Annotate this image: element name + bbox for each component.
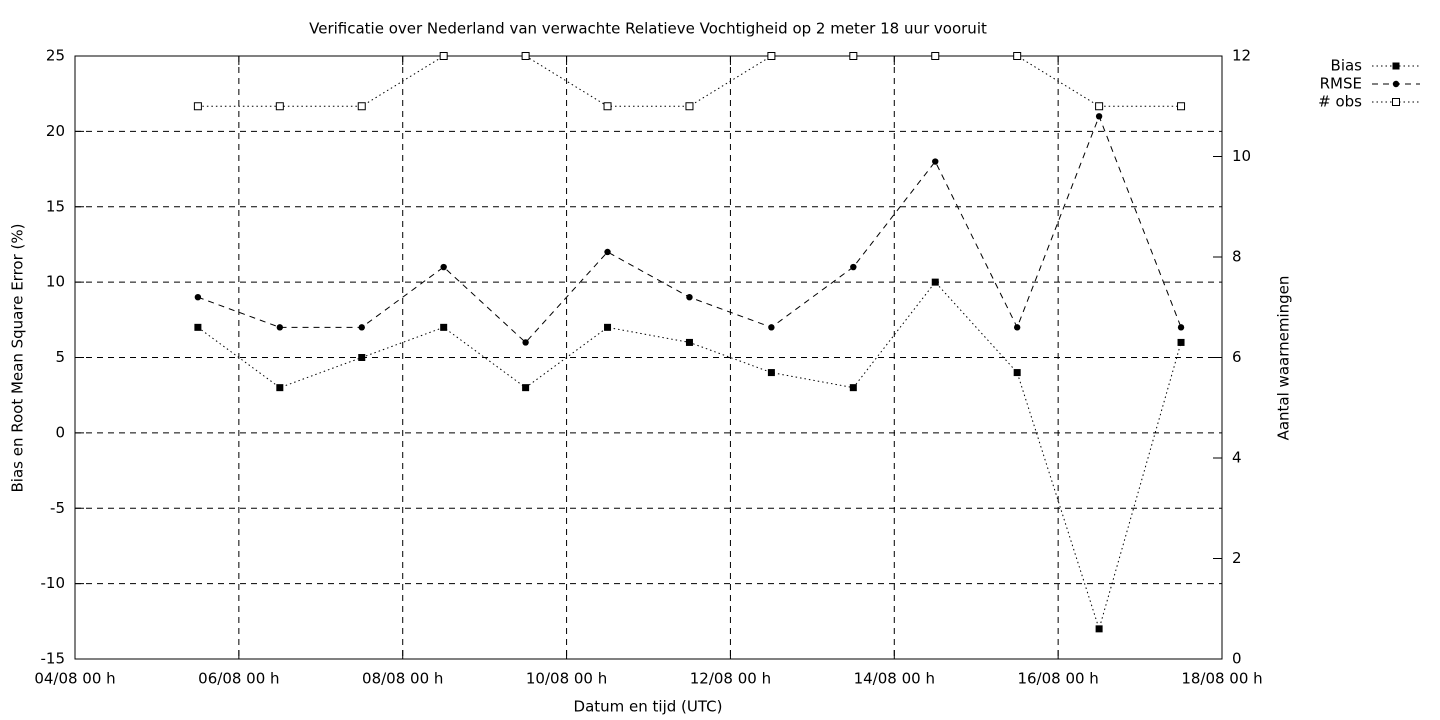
y2-tick-label: 12	[1232, 47, 1251, 65]
point	[767, 52, 776, 60]
legend-marker	[1392, 80, 1400, 88]
point	[276, 324, 284, 331]
y-tick-label: 10	[46, 273, 65, 291]
x-axis-label: Datum en tijd (UTC)	[574, 698, 723, 716]
point	[358, 324, 365, 331]
y2-tick-label: 10	[1232, 147, 1251, 165]
series-line	[197, 114, 1182, 344]
y-tick-label: 25	[46, 47, 65, 65]
legend-marker	[1392, 98, 1400, 106]
point	[1177, 338, 1185, 346]
point	[522, 384, 530, 392]
point	[768, 324, 775, 331]
y-tick-label: 15	[46, 197, 65, 215]
x-tick-label: 18/08 00 h	[1181, 670, 1262, 688]
y-tick-label: -5	[50, 499, 65, 517]
point	[194, 323, 202, 331]
x-tick-label: 04/08 00 h	[34, 670, 115, 688]
point	[850, 263, 857, 271]
point	[440, 263, 447, 271]
point	[1177, 324, 1185, 331]
point	[1013, 324, 1021, 331]
y2-tick-label: 8	[1232, 248, 1242, 266]
point	[685, 338, 693, 346]
y2-tick-label: 2	[1232, 549, 1242, 567]
point	[767, 369, 775, 377]
point	[357, 102, 366, 111]
point	[1177, 102, 1186, 111]
y-tick-label: -10	[41, 574, 66, 592]
point	[358, 354, 366, 361]
point	[849, 384, 857, 392]
y2-tick-label: 6	[1232, 348, 1242, 366]
point	[275, 102, 284, 111]
legend-label: Bias	[1331, 57, 1363, 75]
point	[1095, 625, 1103, 633]
point	[522, 339, 529, 346]
point	[1013, 52, 1022, 60]
y-tick-label: 20	[46, 122, 65, 140]
x-tick-label: 16/08 00 h	[1017, 670, 1098, 688]
point	[686, 294, 693, 301]
point	[440, 323, 448, 331]
x-tick-label: 06/08 00 h	[198, 670, 279, 688]
point	[603, 102, 612, 111]
chart-title: Verificatie over Nederland van verwachte…	[309, 20, 987, 38]
point	[193, 102, 202, 111]
y2-tick-label: 4	[1232, 449, 1242, 467]
plot-frame	[74, 55, 1223, 660]
point	[521, 52, 530, 60]
y-axis-label: Bias en Root Mean Square Error (%)	[9, 224, 27, 493]
point	[932, 158, 939, 165]
point	[276, 384, 284, 392]
x-tick-label: 14/08 00 h	[854, 670, 935, 688]
point	[439, 52, 448, 60]
series-line	[197, 281, 1182, 631]
point	[1095, 102, 1104, 111]
point	[849, 52, 858, 60]
point	[931, 278, 939, 286]
x-tick-label: 12/08 00 h	[690, 670, 771, 688]
x-tick-label: 08/08 00 h	[362, 670, 443, 688]
point	[685, 102, 694, 111]
legend-label: RMSE	[1320, 75, 1362, 93]
point	[604, 323, 612, 331]
y-tick-label: 5	[55, 348, 65, 366]
series-line	[197, 55, 1182, 107]
y-tick-label: 0	[55, 423, 65, 441]
x-tick-label: 10/08 00 h	[526, 670, 607, 688]
point	[1095, 113, 1103, 120]
legend-marker	[1392, 62, 1400, 70]
y2-tick-label: 0	[1232, 650, 1242, 668]
legend-label: # obs	[1318, 93, 1362, 111]
point	[1013, 369, 1021, 377]
y2-axis-label: Aantal waarnemingen	[1275, 276, 1293, 441]
point	[194, 294, 202, 301]
point	[604, 248, 611, 256]
y-tick-label: -15	[41, 650, 66, 668]
point	[931, 52, 940, 60]
